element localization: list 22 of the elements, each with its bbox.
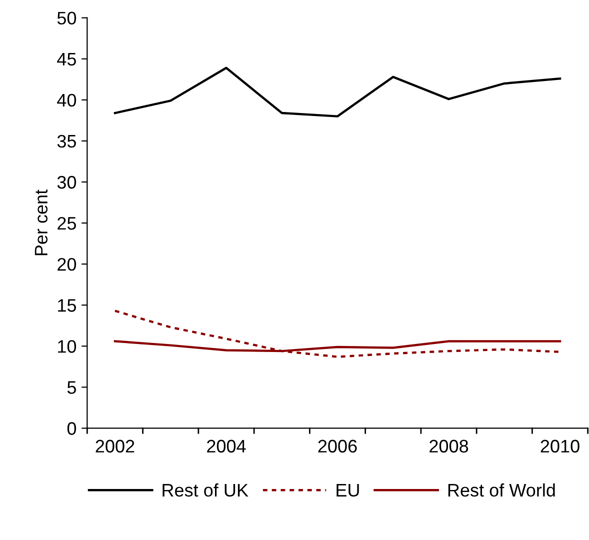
y-tick-label: 35 [57, 134, 76, 148]
y-tick-label: 40 [57, 94, 76, 107]
y-tick-label: 45 [57, 52, 76, 66]
legend-label: EU [336, 484, 359, 497]
y-tick-label: 5 [67, 381, 76, 394]
y-tick-label: 15 [58, 299, 76, 312]
x-tick-label: 2008 [430, 440, 468, 453]
line-series [114, 66, 562, 118]
legend-label: Rest of UK [162, 483, 248, 497]
y-tick-label: 30 [57, 176, 76, 189]
y-tick-label: 50 [57, 12, 76, 25]
x-tick-label: 2002 [96, 440, 134, 453]
y-tick-label: 10 [58, 340, 76, 353]
y-axis-title: Per cent [34, 190, 48, 256]
y-tick-label: 0 [67, 422, 76, 435]
legend-label: Rest of World [448, 483, 555, 497]
y-tick-label: 25 [58, 216, 76, 230]
x-tick-label: 2010 [540, 440, 580, 453]
x-tick-label: 2006 [318, 440, 357, 453]
y-tick-label: 20 [58, 258, 76, 271]
x-tick-label: 2004 [207, 440, 246, 453]
line-series [114, 310, 562, 358]
